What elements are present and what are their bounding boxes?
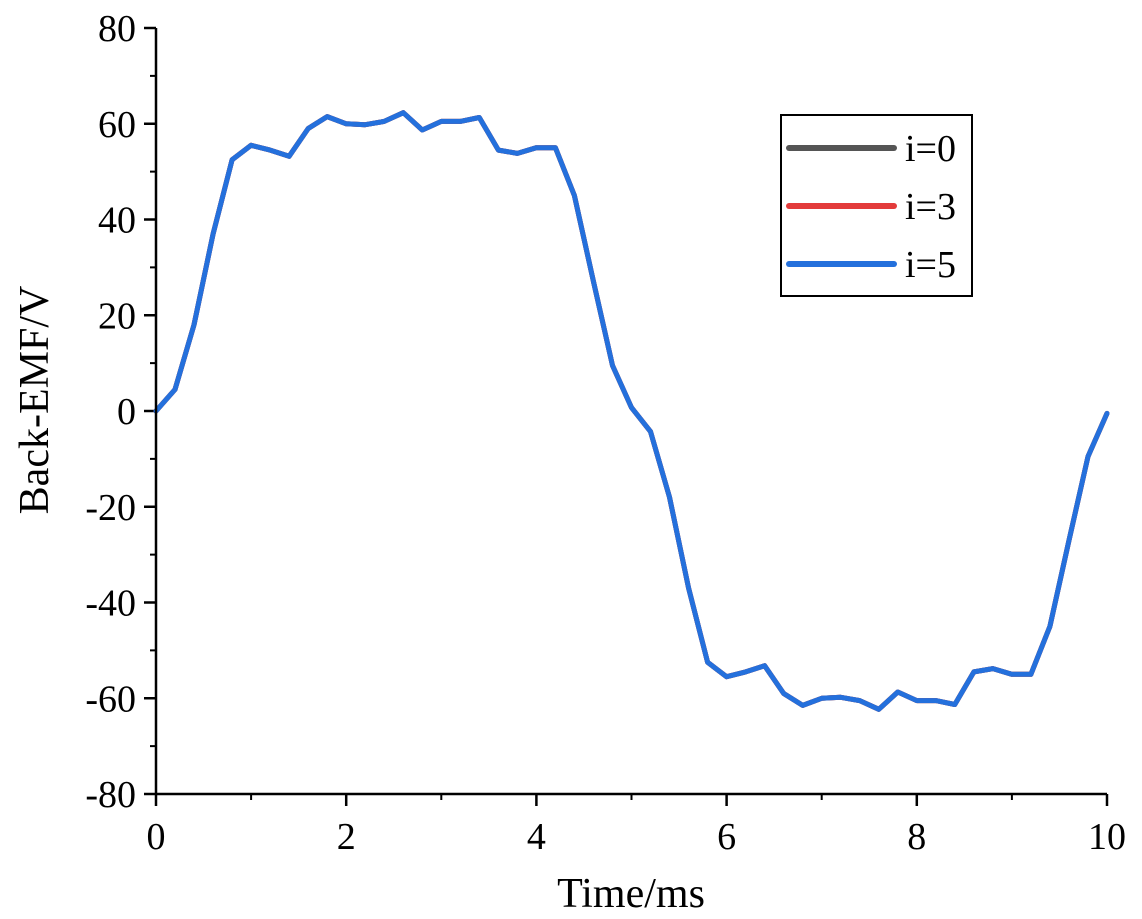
- x-tick-label: 8: [907, 816, 926, 858]
- x-tick-label: 6: [717, 816, 736, 858]
- y-axis-ticks: -80 -60 -40 -20 0 20 40 60 80: [85, 8, 156, 816]
- y-tick-label: 0: [117, 391, 136, 433]
- y-tick-label: 60: [98, 104, 136, 146]
- y-tick-label: -60: [85, 678, 136, 720]
- legend-label: i=0: [905, 128, 956, 170]
- y-tick-label: -40: [85, 583, 136, 625]
- series-lines: [153, 110, 1110, 712]
- x-axis-ticks: 0 2 4 6 8 10: [147, 794, 1126, 858]
- y-tick-label: -80: [85, 774, 136, 816]
- y-tick-label: 20: [98, 295, 136, 337]
- x-tick-label: 2: [337, 816, 356, 858]
- y-tick-label: -20: [85, 487, 136, 529]
- legend-label: i=5: [905, 244, 956, 286]
- x-tick-label: 0: [147, 816, 166, 858]
- legend: i=0 i=3 i=5: [780, 114, 973, 297]
- y-tick-label: 80: [98, 8, 136, 50]
- x-axis-label: Time/ms: [557, 871, 705, 917]
- x-tick-label: 4: [527, 816, 546, 858]
- series-line-i5: [153, 110, 1110, 712]
- legend-label: i=3: [905, 186, 956, 228]
- y-tick-label: 40: [98, 200, 136, 242]
- x-tick-label: 10: [1088, 816, 1126, 858]
- y-axis-label: Back-EMF/V: [12, 286, 58, 515]
